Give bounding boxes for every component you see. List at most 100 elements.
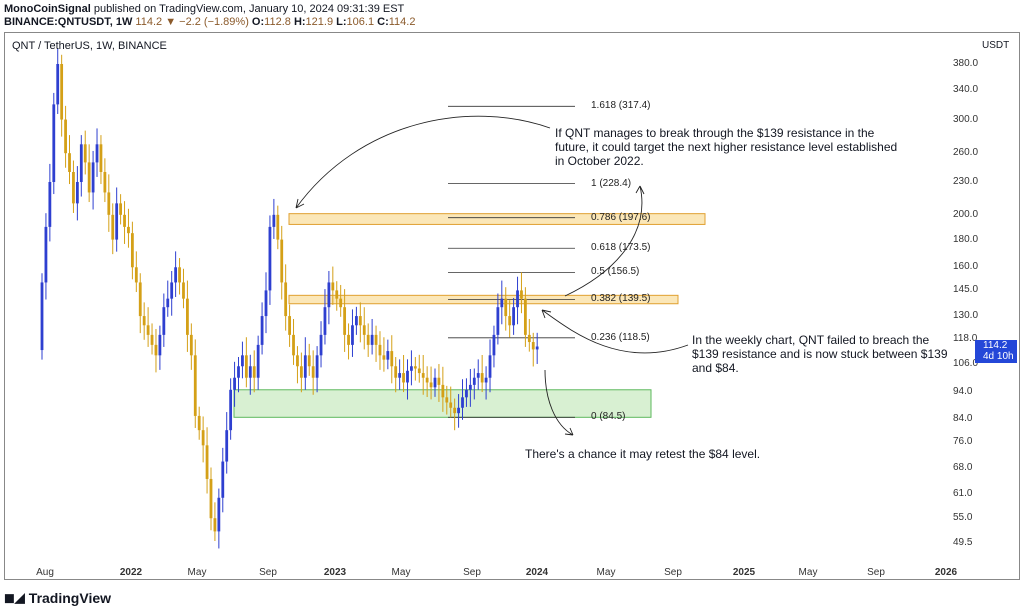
arrow-to-rejection: [541, 309, 689, 354]
candle-body: [44, 226, 48, 283]
tradingview-logo-icon: ◼◢: [4, 590, 25, 605]
candle-body: [327, 282, 331, 308]
candle-body: [370, 334, 374, 345]
candle-body: [119, 203, 122, 215]
tradingview-logo[interactable]: ◼◢ TradingView: [4, 590, 111, 606]
fib-label: 0 (84.5): [591, 411, 626, 423]
time-tick: 2025: [732, 567, 756, 578]
high-label: H:: [293, 16, 306, 28]
candle-body: [213, 518, 217, 532]
candle-body: [410, 366, 413, 371]
candle-body: [237, 366, 240, 378]
candle-body: [138, 282, 142, 317]
candle-body: [307, 355, 311, 367]
candle-body: [374, 334, 378, 345]
candle-body: [331, 282, 335, 291]
candle-body: [87, 162, 91, 193]
publish-date: published on TradingView.com, January 10…: [93, 3, 405, 15]
annotation-target: If QNT manages to break through the $139…: [555, 126, 898, 168]
candle-body: [398, 373, 402, 378]
candle-body: [248, 366, 252, 378]
candle-body: [95, 144, 99, 163]
candle-body: [417, 368, 421, 374]
time-tick: Aug: [36, 567, 54, 578]
low-value: 106.1: [346, 16, 375, 28]
candle-body: [205, 445, 209, 479]
candle-body: [107, 192, 111, 215]
arrow-to-support: [544, 369, 574, 436]
candle-body: [244, 355, 248, 378]
price-tick: 55.0: [953, 512, 973, 524]
candle-body: [531, 342, 535, 350]
candle-body: [40, 282, 44, 351]
currency-label: USDT: [982, 40, 1010, 51]
price-tick: 160.0: [953, 261, 979, 273]
fib-label: 0.618 (173.5): [591, 242, 651, 254]
candle-body: [130, 233, 134, 268]
price-tick: 380.0: [953, 58, 979, 69]
publish-info: MonoCoinSignal published on TradingView.…: [4, 3, 404, 15]
candle-body: [158, 334, 162, 356]
candle-body: [252, 366, 256, 378]
price-tick: 84.0: [953, 412, 973, 424]
candle-body: [178, 267, 181, 283]
candle-body: [186, 298, 189, 335]
fib-label: 1 (228.4): [591, 177, 632, 189]
candle-body: [134, 267, 138, 283]
open-label: O:: [251, 16, 265, 28]
candle-body: [189, 334, 193, 356]
fib-label: 1.618 (317.4): [591, 100, 651, 112]
symbol: BINANCE:QNTUSDT, 1W: [4, 16, 133, 28]
price-tick: 118.0: [953, 332, 978, 344]
candle-body: [209, 478, 213, 519]
price-tag-value: 114.2: [983, 340, 1008, 351]
candle-body: [280, 239, 284, 283]
candle-body: [425, 377, 429, 383]
candle-body: [366, 334, 370, 345]
low-label: L:: [336, 16, 347, 28]
candle-body: [413, 366, 417, 369]
author[interactable]: MonoCoinSignal: [4, 3, 91, 15]
time-tick: May: [798, 567, 818, 578]
candle-body: [296, 355, 299, 367]
price-tick: 49.5: [953, 536, 973, 548]
annotation-retest: There's a chance it may retest the $84 l…: [525, 447, 761, 461]
candle-body: [523, 298, 527, 335]
candle-body: [146, 325, 150, 335]
candle-body: [335, 290, 339, 299]
candle-body: [217, 497, 221, 532]
candle-body: [150, 334, 154, 345]
price-tick: 145.0: [953, 284, 979, 296]
candle-body: [68, 153, 71, 172]
price-tick: 180.0: [953, 233, 979, 245]
candle-body: [394, 366, 398, 378]
chart-frame: [4, 32, 1020, 580]
candle-body: [492, 334, 496, 356]
candle-body: [508, 316, 512, 326]
candle-body: [284, 282, 288, 317]
candle-body: [362, 325, 366, 335]
candle-body: [182, 282, 185, 299]
bar-countdown: 4d 10h: [983, 351, 1014, 362]
last-price: 114.2: [135, 16, 163, 28]
close-value: 114.2: [388, 16, 416, 28]
price-tick: 106.0: [953, 358, 979, 370]
candle-body: [162, 307, 166, 335]
candle-body: [303, 355, 307, 378]
candle-body: [382, 355, 386, 360]
time-tick: 2022: [119, 567, 143, 578]
candle-body: [402, 373, 405, 383]
candle-body: [453, 407, 457, 414]
candle-body: [75, 181, 79, 204]
candle-body: [315, 355, 319, 378]
candle-body: [323, 307, 327, 335]
fib-label: 0.5 (156.5): [591, 266, 640, 278]
open-value: 112.8: [264, 16, 291, 28]
price-tick: 68.0: [953, 462, 973, 474]
candle-body: [170, 282, 174, 299]
time-tick: 2024: [525, 567, 549, 578]
candle-body: [241, 355, 244, 367]
chart-legend: QNT / TetherUS, 1W, BINANCE: [12, 40, 167, 52]
candle-body: [429, 382, 433, 388]
